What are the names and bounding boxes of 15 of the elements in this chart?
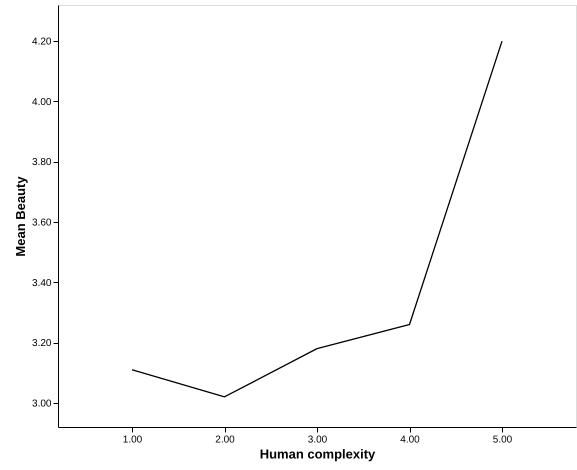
x-tick-label: 4.00 [400,434,420,446]
x-tick-label: 2.00 [215,434,236,446]
y-tick-label: 3.60 [32,218,52,229]
y-tick-label: 4.00 [32,96,52,108]
y-axis-title: Mean Beauty [13,176,28,257]
y-tick-label: 3.00 [32,398,52,410]
x-axis-title: Human complexity [260,446,376,462]
y-tick-label: 3.80 [32,157,52,168]
line-series [131,40,503,398]
x-tick-label: 3.00 [308,434,328,446]
x-tick-label: 5.00 [492,434,513,446]
y-tick-label: 3.20 [32,338,52,350]
y-tick-label: 4.20 [32,36,52,48]
y-tick-label: 3.40 [32,278,52,289]
x-tick-label: 1.00 [122,434,143,446]
